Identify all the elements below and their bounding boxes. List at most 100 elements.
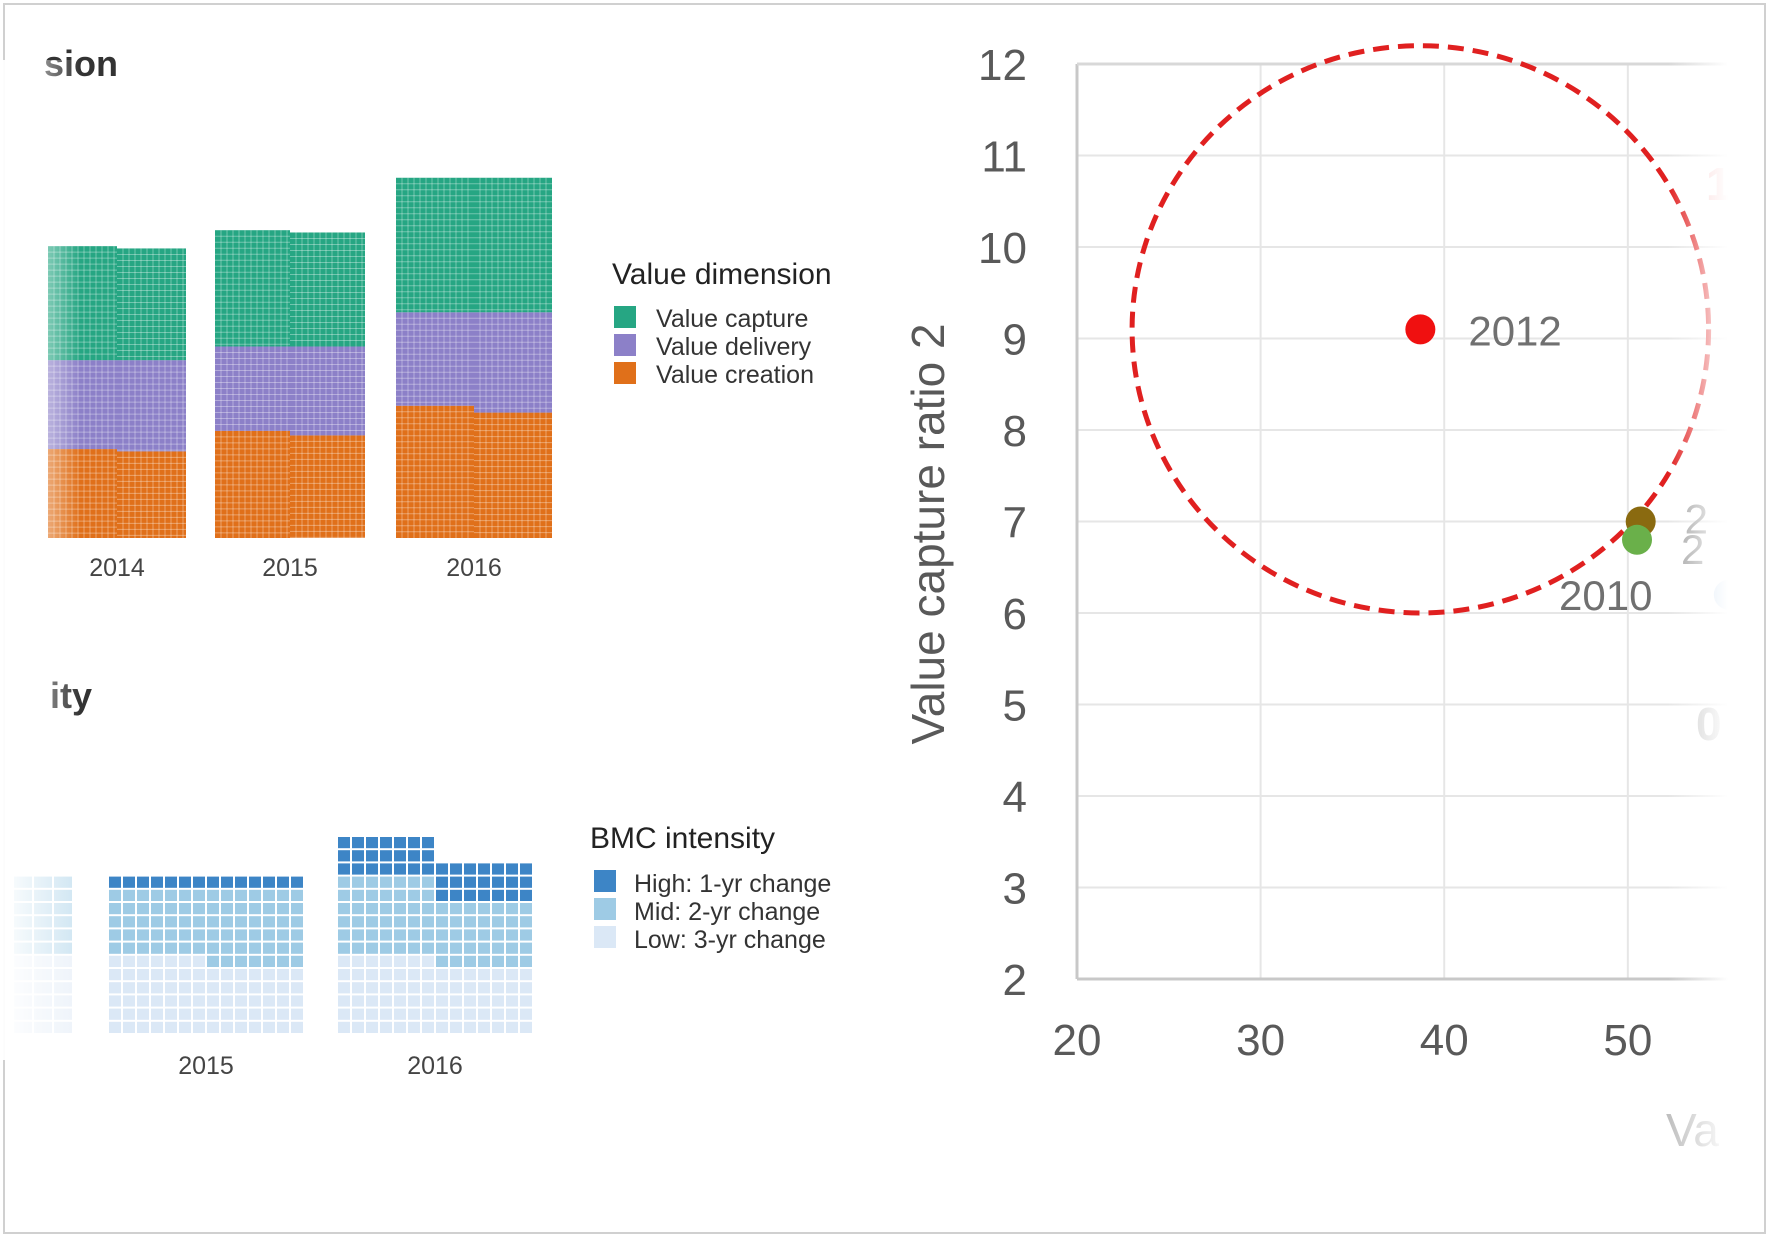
- waffle-cell-2016-high: [408, 850, 420, 862]
- waffle-cell-2015-low: [249, 969, 261, 981]
- waffle-cell-2016-low: [520, 1008, 532, 1020]
- waffle-cell-2015-low: [137, 982, 149, 994]
- waffle-cell-2016-mid: [506, 942, 518, 954]
- waffle-cell-2015-mid: [165, 929, 177, 941]
- waffle-cell-2016-mid: [492, 929, 504, 941]
- waffle-cell-2015-mid: [137, 889, 149, 901]
- waffle-cell-2015-mid: [207, 929, 219, 941]
- waffle-cell-2015-mid: [221, 955, 233, 967]
- waffle-cell-2016-mid: [492, 916, 504, 928]
- y-tick-label-10: 10: [978, 224, 1027, 273]
- waffle-cell-2015-low: [151, 969, 163, 981]
- waffle-cell-2016-mid: [436, 903, 448, 915]
- waffle-cell-partial: [34, 916, 52, 928]
- waffle-cell-partial: [54, 955, 72, 967]
- waffle-cell-2016-mid: [506, 903, 518, 915]
- waffle-cell-2015-low: [277, 1021, 289, 1033]
- waffle-cell-2015-low: [263, 1021, 275, 1033]
- waffle-cell-2016-low: [408, 995, 420, 1007]
- figure-frame: [3, 3, 1766, 1234]
- waffle-cell-2016-mid: [338, 889, 350, 901]
- waffle-cell-2016-low: [380, 982, 392, 994]
- waffle-cell-2015-low: [123, 969, 135, 981]
- waffle-cell-2015-mid: [235, 916, 247, 928]
- waffle-cell-2015-mid: [249, 916, 261, 928]
- waffle-cell-2016-mid: [394, 903, 406, 915]
- waffle-cell-2015-high: [123, 876, 135, 888]
- value-dimension-chart: sion 2014 2015 2016 Value dimension Value …: [44, 43, 832, 582]
- waffle-cell-2015-mid: [263, 889, 275, 901]
- waffle-cell-2015-mid: [165, 942, 177, 954]
- waffle-cell-2015-low: [249, 1008, 261, 1020]
- waffle-cell-2016-low: [492, 982, 504, 994]
- scatter-x-axis-label: Va: [1666, 1104, 1719, 1156]
- waffle-cell-2016-low: [506, 995, 518, 1007]
- waffle-cell-2015-high: [207, 876, 219, 888]
- waffle-cell-2015-mid: [109, 929, 121, 941]
- waffle-cell-2016-mid: [408, 929, 420, 941]
- waffle-cell-2016-high: [492, 863, 504, 875]
- waffle-cell-2016-high: [408, 837, 420, 849]
- waffle-cell-2016-high: [366, 850, 378, 862]
- waffle-cell-2015-mid: [263, 916, 275, 928]
- waffle-cell-2016-low: [506, 982, 518, 994]
- waffle-cell-2015-low: [249, 982, 261, 994]
- waffle-cell-2015-mid: [179, 889, 191, 901]
- right-edge-mask: [1728, 40, 1764, 1160]
- waffle-cell-2015-low: [193, 955, 205, 967]
- legend-label-value-capture: Value capture: [656, 305, 808, 333]
- waffle-cell-2015-low: [179, 955, 191, 967]
- waffle-cell-2016-high: [422, 850, 434, 862]
- waffle-cell-2016-mid: [506, 955, 518, 967]
- waffle-cell-2016-mid: [450, 955, 462, 967]
- waffle-cell-2015-low: [165, 995, 177, 1007]
- waffle-cell-2016-low: [436, 995, 448, 1007]
- x-tick-label-30: 30: [1236, 1016, 1285, 1065]
- waffle-cell-2016-mid: [492, 903, 504, 915]
- waffle-cell-2015-mid: [277, 929, 289, 941]
- waffle-cell-2015-low: [235, 982, 247, 994]
- waffle-cell-2015-high: [249, 876, 261, 888]
- waffle-cell-2016-mid: [380, 916, 392, 928]
- waffle-cell-2016-low: [492, 1021, 504, 1033]
- waffle-cell-2015-mid: [249, 903, 261, 915]
- waffle-cell-2015-low: [235, 1008, 247, 1020]
- bar-segment-2016-value-creation: [396, 405, 474, 538]
- chart1-x-axis: 2014 2015 2016: [89, 554, 502, 582]
- waffle-cell-2015-low: [123, 955, 135, 967]
- scatter-point-2-2: [1622, 524, 1653, 555]
- waffle-cell-2016-low: [478, 1021, 490, 1033]
- waffle-cell-2015-high: [263, 876, 275, 888]
- waffle-cell-2016-high: [352, 850, 364, 862]
- waffle-cell-2016-low: [478, 969, 490, 981]
- waffle-cell-2016-mid: [380, 889, 392, 901]
- bmc-intensity-chart: ity 2015 2016 BMC intensity High: 1-yr ch…: [14, 675, 831, 1080]
- waffle-cell-2016-mid: [520, 942, 532, 954]
- waffle-cell-2016-mid: [506, 916, 518, 928]
- chart2-x-tick-2016: 2016: [407, 1052, 463, 1080]
- waffle-cell-2016-low: [338, 955, 350, 967]
- waffle-cell-2015-mid: [235, 955, 247, 967]
- chart2-legend-title: BMC intensity: [590, 822, 775, 855]
- waffle-cell-2015-low: [291, 995, 303, 1007]
- waffle-cell-2016-low: [394, 982, 406, 994]
- waffle-cell-2015-mid: [277, 903, 289, 915]
- waffle-cell-partial: [34, 876, 52, 888]
- waffle-cell-partial: [14, 929, 32, 941]
- waffle-cell-2015-low: [235, 1021, 247, 1033]
- waffle-cell-2015-mid: [235, 942, 247, 954]
- waffle-cell-2016-low: [506, 969, 518, 981]
- waffle-cell-2016-mid: [408, 916, 420, 928]
- waffle-cell-2016-low: [478, 995, 490, 1007]
- waffle-cell-2015-mid: [151, 903, 163, 915]
- waffle-cell-2016-high: [478, 863, 490, 875]
- waffle-cell-2015-low: [277, 995, 289, 1007]
- waffle-cell-2016-mid: [436, 929, 448, 941]
- waffle-cell-2015-low: [123, 1021, 135, 1033]
- waffle-cell-2016-mid: [450, 916, 462, 928]
- chart2-x-tick-2015: 2015: [178, 1052, 234, 1080]
- waffle-cell-2016-low: [436, 1008, 448, 1020]
- waffle-cell-2016-low: [492, 969, 504, 981]
- waffle-cell-2016-low: [408, 1008, 420, 1020]
- scatter-point-unlabeled-4: [1713, 579, 1730, 610]
